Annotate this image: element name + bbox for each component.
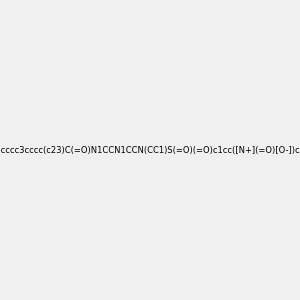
Text: O=C1c2cccc3cccc(c23)C(=O)N1CCN1CCN(CC1)S(=O)(=O)c1cc([N+](=O)[O-])cc(C)c1C: O=C1c2cccc3cccc(c23)C(=O)N1CCN1CCN(CC1)S… bbox=[0, 146, 300, 154]
